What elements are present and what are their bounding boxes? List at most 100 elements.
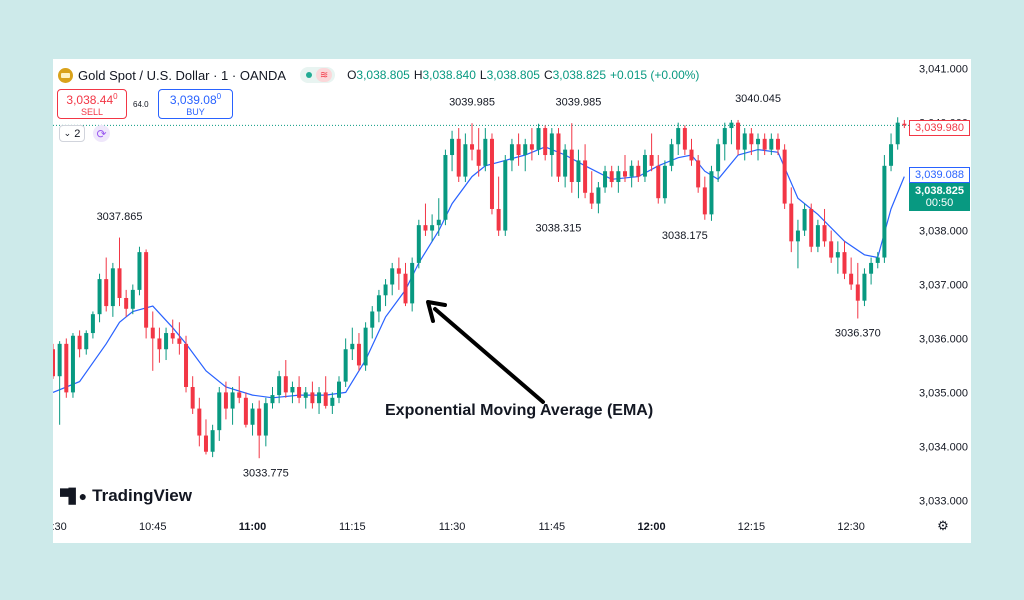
candle-body	[729, 122, 734, 129]
sync-icon[interactable]: ⟳	[93, 125, 110, 142]
candle-body	[470, 144, 475, 150]
indicators-toggle[interactable]: ⌄ 2	[59, 125, 85, 142]
sell-label: SELL	[80, 107, 104, 117]
candle-body	[410, 262, 415, 304]
candle-up	[70, 333, 75, 398]
candle-body	[722, 128, 727, 145]
candle-body	[323, 392, 328, 406]
candle-body	[217, 392, 222, 431]
ema-annotation: Exponential Moving Average (EMA)	[385, 402, 654, 419]
candle-up	[57, 341, 62, 425]
buy-button[interactable]: 3,039.080 BUY	[158, 89, 233, 119]
candle-up	[230, 387, 235, 425]
candle-down	[283, 360, 288, 398]
price-annotation: 3039.985	[555, 96, 601, 108]
candle-down	[197, 397, 202, 447]
candle-up	[250, 403, 255, 436]
x-tick-label: 12:30	[837, 521, 865, 533]
sell-button[interactable]: 3,038.440 SELL	[57, 89, 127, 119]
candle-down	[496, 176, 501, 236]
candle-body	[243, 397, 248, 425]
gear-icon[interactable]: ⚙	[937, 518, 949, 533]
candle-body	[676, 128, 681, 145]
candle-body	[682, 128, 687, 150]
candle-up	[110, 262, 115, 317]
candle-body	[117, 268, 122, 298]
data-wave-icon: ≋	[316, 68, 333, 82]
candle-body	[144, 252, 149, 328]
candle-up	[795, 219, 800, 269]
candle-down	[170, 319, 175, 344]
candle-body	[97, 279, 102, 315]
candle-down	[157, 327, 162, 363]
candle-up	[164, 327, 169, 361]
candle-body	[330, 397, 335, 406]
candle-down	[489, 133, 494, 215]
candle-body	[696, 160, 701, 188]
ohlc-key: O	[347, 68, 357, 82]
market-status[interactable]: ≋	[300, 67, 336, 83]
candle-body	[356, 343, 361, 366]
candle-up	[669, 138, 674, 172]
x-tick-label: 10:30	[53, 521, 67, 533]
price-annotation: 3036.370	[835, 327, 881, 339]
candle-down	[77, 330, 82, 358]
candle-body	[716, 144, 721, 172]
candle-up	[815, 219, 820, 253]
candle-up	[882, 155, 887, 263]
tradingview-mark-icon: ▀▋●	[60, 487, 87, 504]
ohlc-value: 3,038.805	[486, 68, 540, 82]
candle-down	[223, 381, 228, 420]
ohlc-value: +0.015 (+0.00%)	[610, 68, 700, 82]
candle-down	[689, 138, 694, 166]
y-tick-label: 3,038.000	[919, 226, 968, 238]
candle-body	[636, 165, 641, 177]
candle-up	[596, 182, 601, 214]
ema-price-tag: 3,039.088	[909, 167, 970, 183]
candle-body	[656, 165, 661, 199]
y-tick-label: 3,033.000	[919, 495, 968, 507]
symbol-title[interactable]: Gold Spot / U.S. Dollar · 1 · OANDA	[78, 67, 287, 83]
candle-down	[529, 128, 534, 161]
candle-body	[57, 343, 62, 377]
candle-body	[543, 128, 548, 156]
ohlc-item: L3,038.805	[480, 68, 540, 82]
candle-up	[523, 138, 528, 172]
x-tick-label: 11:45	[538, 521, 565, 533]
candle-down	[829, 230, 834, 263]
candle-down	[144, 249, 149, 339]
candle-body	[350, 343, 355, 350]
candle-up	[436, 198, 441, 236]
candle-body	[802, 208, 807, 231]
price-chart[interactable]: 3037.865 3033.775 3039.985 3039.985 3038.315…	[53, 59, 971, 543]
candle-down	[583, 144, 588, 199]
candle-body	[782, 149, 787, 204]
brand-name: TradingView	[92, 486, 192, 505]
candle-down	[310, 381, 315, 409]
candle-down	[589, 171, 594, 209]
candle-down	[124, 289, 129, 317]
candle-body	[649, 155, 654, 166]
candle-up	[662, 160, 667, 204]
high-price-tag: 3,039.980	[909, 120, 970, 136]
candle-body	[609, 171, 614, 182]
candle-body	[775, 138, 780, 150]
candle-body	[170, 333, 175, 339]
candle-body	[822, 225, 827, 242]
candle-body	[110, 268, 115, 307]
candle-down	[177, 322, 182, 355]
candle-up	[729, 119, 734, 145]
candle-down	[470, 123, 475, 161]
candle-down	[356, 333, 361, 371]
candle-body	[815, 225, 820, 247]
last-price-tag: 3,038.825 00:50	[909, 183, 970, 211]
candle-body	[64, 343, 69, 393]
candle-body	[456, 138, 461, 177]
candle-down	[543, 125, 548, 161]
candle-body	[383, 284, 388, 296]
candle-down	[53, 343, 55, 379]
chart-panel[interactable]: 3037.865 3033.775 3039.985 3039.985 3038.315…	[53, 59, 971, 543]
candle-body	[709, 171, 714, 215]
candle-body	[589, 192, 594, 204]
candle-body	[390, 268, 395, 285]
